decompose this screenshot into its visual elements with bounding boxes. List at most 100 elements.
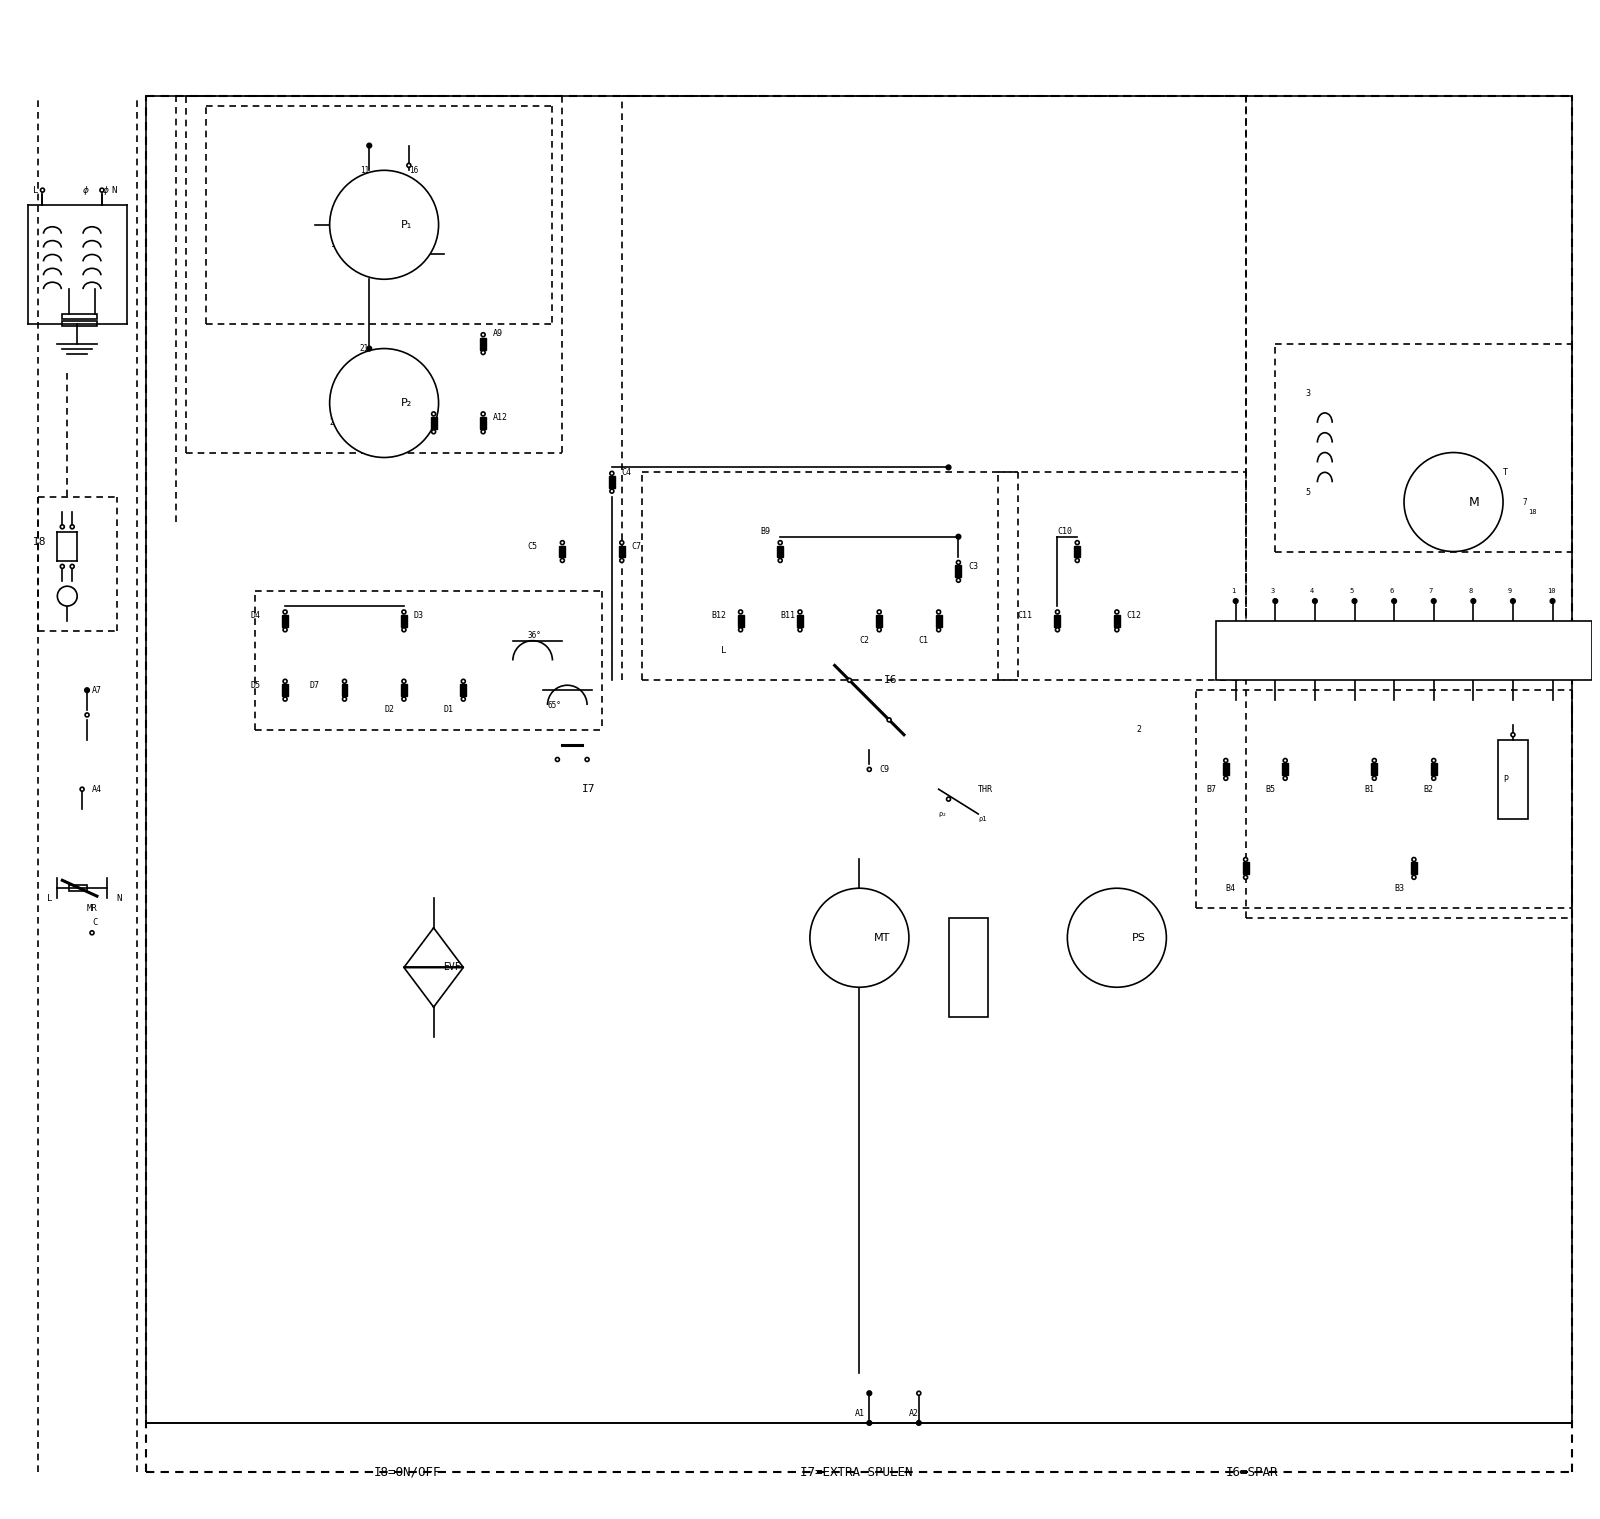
- Text: 7: 7: [1523, 498, 1528, 506]
- Circle shape: [947, 797, 950, 801]
- Text: M: M: [1469, 495, 1478, 509]
- Text: C12: C12: [1126, 612, 1142, 620]
- Circle shape: [619, 541, 624, 545]
- Bar: [738, 615, 744, 627]
- Bar: [402, 684, 406, 696]
- Text: PS: PS: [1131, 933, 1146, 943]
- Text: 21: 21: [360, 345, 370, 352]
- Circle shape: [1274, 598, 1278, 603]
- Text: 14: 14: [410, 260, 418, 269]
- Circle shape: [1373, 758, 1376, 763]
- Text: C9: C9: [880, 766, 890, 773]
- Circle shape: [432, 430, 435, 434]
- Circle shape: [402, 679, 406, 684]
- Bar: [282, 684, 288, 696]
- Circle shape: [1312, 598, 1317, 603]
- Text: 18: 18: [1528, 509, 1536, 515]
- Circle shape: [1411, 858, 1416, 861]
- Bar: [1498, 740, 1528, 819]
- Text: 5: 5: [1306, 488, 1310, 497]
- Text: B5: B5: [1266, 785, 1275, 794]
- Bar: [1222, 764, 1229, 775]
- Text: I8: I8: [32, 536, 46, 547]
- Text: I7=EXTRA SPULEN: I7=EXTRA SPULEN: [800, 1466, 912, 1480]
- Text: 1  2  3  4  5  6  7  8  9 10 11 12: 1 2 3 4 5 6 7 8 9 10 11 12: [1226, 649, 1354, 653]
- Circle shape: [482, 351, 485, 354]
- Circle shape: [917, 1391, 922, 1396]
- Bar: [480, 337, 486, 349]
- Text: A7: A7: [93, 685, 102, 694]
- Circle shape: [560, 541, 565, 545]
- Text: D4: D4: [251, 612, 261, 620]
- Text: P₁: P₁: [400, 220, 411, 229]
- Bar: [430, 416, 437, 428]
- Circle shape: [610, 471, 614, 475]
- Bar: [402, 615, 406, 627]
- Text: C3: C3: [968, 562, 978, 571]
- Text: C7: C7: [632, 542, 642, 551]
- Text: 12: 12: [330, 240, 339, 249]
- Circle shape: [1115, 627, 1118, 632]
- Text: 3: 3: [1270, 588, 1275, 594]
- Circle shape: [917, 1420, 922, 1425]
- Text: I6=SPAR: I6=SPAR: [1226, 1466, 1278, 1480]
- Circle shape: [99, 188, 104, 191]
- Circle shape: [560, 559, 565, 562]
- Bar: [62, 314, 98, 319]
- Circle shape: [1075, 541, 1080, 545]
- Text: 65°: 65°: [547, 700, 562, 709]
- Text: C10: C10: [1058, 527, 1072, 536]
- Circle shape: [946, 465, 950, 469]
- Bar: [560, 545, 565, 557]
- Circle shape: [342, 697, 347, 702]
- Circle shape: [798, 627, 802, 632]
- Text: B4: B4: [1226, 884, 1235, 893]
- Circle shape: [1283, 758, 1286, 763]
- Text: L: L: [48, 893, 53, 902]
- Circle shape: [1510, 598, 1515, 603]
- Text: L: L: [720, 646, 726, 655]
- Text: A2: A2: [909, 1408, 918, 1417]
- Circle shape: [366, 143, 371, 147]
- Circle shape: [886, 718, 891, 722]
- Text: A9: A9: [493, 330, 502, 339]
- Circle shape: [61, 526, 64, 529]
- Bar: [1282, 764, 1288, 775]
- Circle shape: [957, 561, 960, 565]
- Circle shape: [1550, 598, 1555, 603]
- Bar: [877, 615, 882, 627]
- Circle shape: [1352, 598, 1357, 603]
- Text: P: P: [1502, 775, 1509, 784]
- Circle shape: [877, 611, 882, 614]
- Text: 11: 11: [360, 166, 370, 175]
- Circle shape: [1432, 758, 1435, 763]
- Circle shape: [283, 627, 286, 632]
- Text: P₂: P₂: [400, 398, 411, 409]
- Bar: [1216, 621, 1592, 681]
- Circle shape: [482, 430, 485, 434]
- Text: C11: C11: [1018, 612, 1034, 620]
- Text: 3: 3: [1306, 389, 1310, 398]
- Text: 10: 10: [1547, 588, 1557, 594]
- Text: C: C: [93, 919, 98, 928]
- Circle shape: [1470, 598, 1475, 603]
- Circle shape: [810, 889, 909, 987]
- Bar: [1074, 545, 1080, 557]
- Text: D1: D1: [443, 705, 453, 714]
- Text: B1: B1: [1365, 785, 1374, 794]
- Circle shape: [1075, 559, 1080, 562]
- Bar: [936, 615, 941, 627]
- Text: MR: MR: [86, 904, 98, 913]
- Circle shape: [1243, 875, 1248, 880]
- Circle shape: [402, 697, 406, 702]
- Bar: [62, 321, 98, 325]
- Text: $\phi$: $\phi$: [82, 184, 90, 196]
- Bar: [282, 615, 288, 627]
- Text: 1: 1: [1230, 588, 1235, 594]
- Circle shape: [342, 679, 347, 684]
- Circle shape: [957, 535, 962, 539]
- Circle shape: [402, 627, 406, 632]
- Bar: [480, 416, 486, 428]
- Text: $\phi$: $\phi$: [102, 184, 109, 196]
- Bar: [778, 545, 782, 557]
